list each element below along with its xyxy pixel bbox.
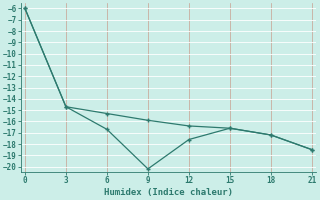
X-axis label: Humidex (Indice chaleur): Humidex (Indice chaleur) xyxy=(104,188,233,197)
